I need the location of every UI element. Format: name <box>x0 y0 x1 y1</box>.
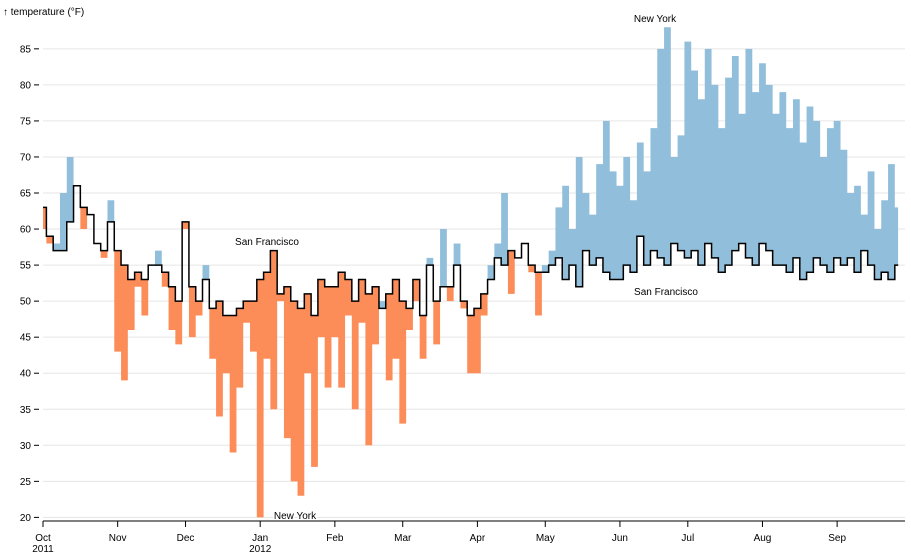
x-tick-label: Oct <box>35 533 51 544</box>
x-tick-label: Feb <box>326 533 344 544</box>
x-tick-label: Nov <box>109 533 127 544</box>
x-tick-label: Jan <box>252 533 268 544</box>
x-tick-label: Jul <box>681 533 694 544</box>
annotation: New York <box>634 14 677 25</box>
x-tick-label: Sep <box>828 533 846 544</box>
y-tick-label: 45 <box>20 333 32 344</box>
y-tick-label: 40 <box>20 369 32 380</box>
area-below <box>43 185 899 518</box>
y-tick-label: 70 <box>20 152 32 163</box>
y-tick-label: 20 <box>20 513 32 524</box>
y-tick-label: 85 <box>20 44 32 55</box>
x-tick-label: Apr <box>470 533 486 544</box>
y-tick-label: 30 <box>20 441 32 452</box>
x-tick-label: Jun <box>612 533 628 544</box>
annotation: New York <box>274 511 317 522</box>
y-axis-label: ↑ temperature (°F) <box>3 7 84 18</box>
x-tick-label: Aug <box>754 533 772 544</box>
area-above <box>43 27 899 316</box>
y-tick-label: 65 <box>20 189 32 200</box>
x-tick-sublabel: 2011 <box>32 544 54 555</box>
y-tick-label: 50 <box>20 297 32 308</box>
x-tick-label: May <box>536 533 555 544</box>
line <box>43 185 899 317</box>
annotation: San Francisco <box>634 287 698 298</box>
y-tick-label: 55 <box>20 261 32 272</box>
y-tick-label: 25 <box>20 477 32 488</box>
x-tick-sublabel: 2012 <box>249 544 272 555</box>
x-tick-label: Mar <box>394 533 412 544</box>
x-tick-label: Dec <box>177 533 195 544</box>
y-tick-label: 75 <box>20 116 32 127</box>
y-tick-label: 35 <box>20 405 32 416</box>
y-tick-label: 60 <box>20 225 32 236</box>
annotation: San Francisco <box>235 237 299 248</box>
y-tick-label: 80 <box>20 80 32 91</box>
